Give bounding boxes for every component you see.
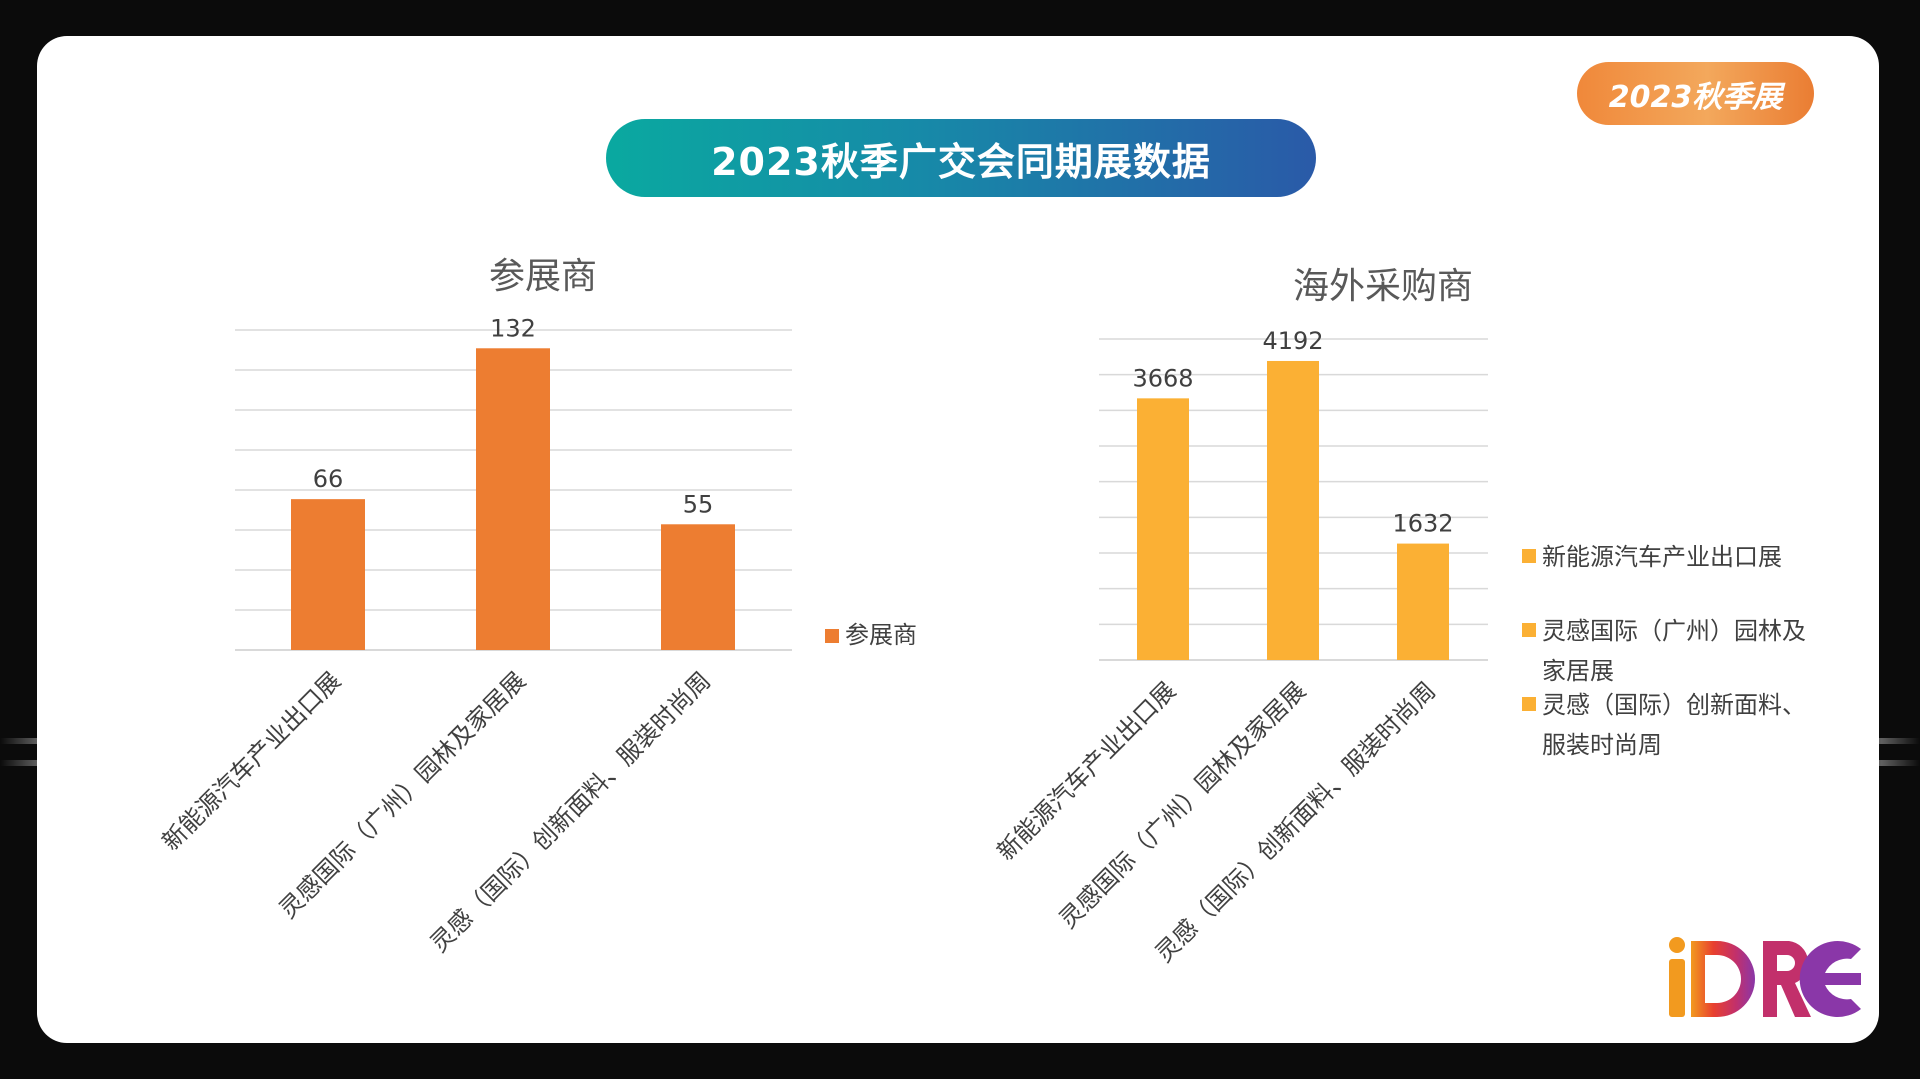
chart-title: 海外采购商 xyxy=(1293,266,1473,307)
legend-swatch xyxy=(1522,697,1536,711)
legend-swatch xyxy=(825,629,839,643)
legend-label-line: 灵感（国际）创新面料、 xyxy=(1542,691,1806,719)
legend-label: 新能源汽车产业出口展 xyxy=(1542,543,1782,571)
data-label: 55 xyxy=(683,490,714,518)
chart-title: 参展商 xyxy=(489,256,597,297)
legend-label: 灵感（国际）创新面料、服装时尚周 xyxy=(1542,691,1806,759)
idre-logo xyxy=(1669,937,1861,1017)
data-label: 3668 xyxy=(1132,364,1193,392)
category-label: 灵感（国际）创新面料、服装时尚周 xyxy=(1150,676,1441,967)
bar xyxy=(1397,543,1449,660)
data-label: 66 xyxy=(313,465,344,493)
category-label: 新能源汽车产业出口展 xyxy=(157,666,347,856)
legend-swatch xyxy=(1522,549,1536,563)
legend-label-line: 新能源汽车产业出口展 xyxy=(1542,543,1782,571)
category-label: 灵感国际（广州）园林及家居展 xyxy=(1054,676,1311,933)
slide-title: 2023秋季广交会同期展数据 xyxy=(606,119,1316,197)
data-label: 132 xyxy=(490,314,536,342)
legend-label: 灵感国际（广州）园林及家居展 xyxy=(1542,617,1806,685)
legend-label-line: 家居展 xyxy=(1542,657,1614,685)
bar xyxy=(1137,398,1189,660)
legend-swatch xyxy=(1522,623,1536,637)
bar xyxy=(1267,360,1319,660)
bar xyxy=(476,348,550,650)
data-label: 4192 xyxy=(1262,327,1323,355)
bar xyxy=(661,524,735,650)
data-label: 1632 xyxy=(1392,510,1453,538)
legend-label: 参展商 xyxy=(845,621,917,649)
legend-label-line: 服装时尚周 xyxy=(1542,731,1662,759)
legend-label-line: 灵感国际（广州）园林及 xyxy=(1542,617,1806,645)
bar xyxy=(291,499,365,650)
season-badge: 2023秋季展 xyxy=(1577,62,1814,125)
